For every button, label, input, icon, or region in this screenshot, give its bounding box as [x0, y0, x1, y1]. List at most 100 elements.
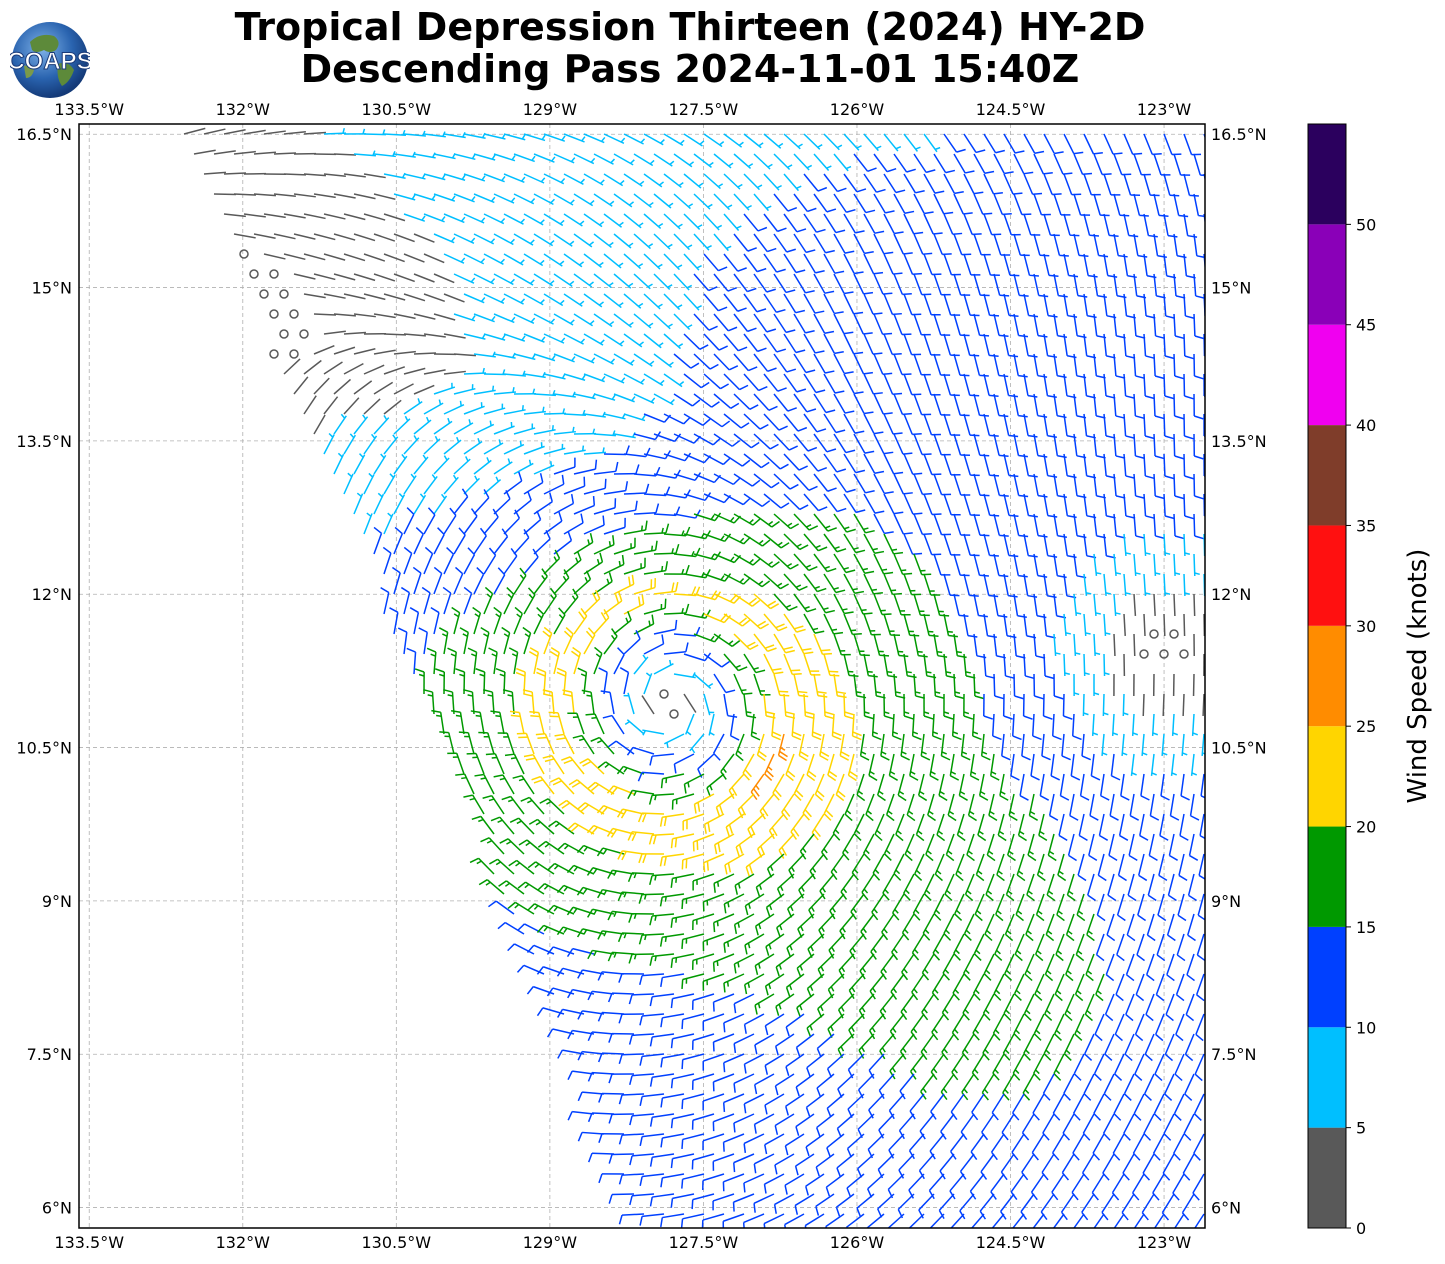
wind-barb	[639, 1053, 665, 1066]
wind-barb	[373, 313, 396, 319]
wind-barb	[628, 993, 655, 1005]
wind-barb	[1003, 653, 1015, 680]
wind-barb	[653, 659, 674, 675]
wind-barb	[773, 673, 790, 697]
wind-barb	[683, 213, 703, 231]
wind-barb	[823, 453, 847, 473]
wind-barb	[732, 1193, 755, 1212]
wind-barb	[563, 445, 586, 455]
wind-barb	[573, 393, 596, 400]
wind-barb	[1203, 453, 1205, 478]
wind-barb	[973, 153, 995, 174]
wind-barb	[543, 373, 566, 380]
wind-barb	[603, 173, 625, 187]
wind-barb	[1078, 813, 1088, 841]
wind-barb	[1079, 773, 1090, 801]
wind-barb	[543, 549, 561, 575]
wind-barb	[823, 213, 846, 234]
wind-barb	[702, 1053, 725, 1071]
wind-barb	[681, 893, 705, 910]
wind-barb	[938, 1193, 955, 1220]
wind-barb	[673, 233, 693, 251]
wind-barb	[393, 383, 414, 395]
wind-barb	[988, 793, 998, 822]
wind-barb	[753, 273, 776, 293]
wind-barb	[923, 533, 942, 556]
wind-barb	[1108, 833, 1118, 862]
wind-barb	[553, 153, 576, 164]
wind-barb	[920, 733, 931, 761]
wind-barb	[723, 493, 751, 506]
wind-barb	[722, 1133, 745, 1152]
colorbar-tick-label: 10	[1356, 1018, 1376, 1037]
wind-barb	[303, 173, 326, 177]
wind-barb	[1013, 393, 1028, 418]
wind-barb	[373, 492, 385, 515]
wind-barb	[1169, 629, 1179, 639]
wind-barb	[587, 781, 615, 795]
wind-barb	[403, 333, 426, 337]
wind-barb	[931, 973, 945, 1001]
y-tick-label-left: 9°N	[42, 892, 72, 911]
wind-barb	[823, 253, 845, 274]
wind-barb	[433, 313, 456, 321]
wind-barb	[598, 1092, 625, 1103]
wind-barb	[733, 1033, 755, 1054]
wind-barb	[1183, 133, 1202, 156]
wind-barb	[1143, 173, 1160, 197]
wind-barb	[893, 633, 909, 658]
wind-barb	[843, 373, 864, 395]
wind-barb	[993, 553, 1009, 578]
wind-barb	[533, 568, 548, 595]
wind-barb	[403, 435, 420, 455]
wind-barb	[1135, 973, 1145, 1002]
wind-barb	[1081, 1193, 1095, 1221]
wind-barb	[633, 273, 653, 290]
colorbar-tick-label: 0	[1356, 1219, 1366, 1238]
wind-barb	[463, 437, 483, 455]
wind-barb	[593, 609, 610, 635]
wind-barb	[660, 1173, 685, 1188]
wind-barb	[533, 193, 555, 206]
wind-barb	[901, 953, 915, 981]
wind-barb	[1113, 393, 1126, 419]
wind-barb	[734, 873, 755, 895]
wind-barb	[663, 293, 683, 311]
wind-barb	[793, 153, 813, 171]
wind-barb	[1162, 1153, 1175, 1181]
wind-barb	[507, 943, 535, 955]
wind-barb	[953, 433, 970, 456]
wind-barb	[823, 573, 846, 594]
wind-barb	[1043, 173, 1062, 196]
wind-barb	[1084, 1033, 1095, 1062]
wind-barb	[737, 793, 755, 819]
wind-barb	[1153, 313, 1165, 340]
wind-barb	[692, 913, 715, 931]
wind-barb	[1121, 1193, 1135, 1221]
wind-barb	[713, 473, 741, 486]
wind-barb	[703, 133, 725, 148]
wind-barb	[1059, 773, 1070, 801]
wind-barb	[1003, 533, 1019, 558]
wind-barb	[808, 893, 825, 919]
wind-barb	[659, 853, 685, 867]
wind-barb	[893, 433, 913, 455]
wind-barb	[763, 293, 786, 313]
wind-barb	[682, 813, 705, 831]
wind-barb	[383, 399, 402, 415]
wind-barb	[608, 1153, 635, 1164]
wind-barb	[426, 647, 437, 675]
wind-barb	[713, 913, 735, 933]
wind-barb	[249, 269, 259, 279]
wind-barb	[893, 513, 913, 535]
wind-barb	[900, 993, 915, 1020]
wind-barb	[618, 1093, 645, 1105]
wind-barb	[725, 813, 745, 837]
wind-barb	[613, 574, 635, 595]
wind-barb	[1082, 1113, 1095, 1141]
wind-barb	[563, 409, 587, 416]
wind-barb	[660, 1013, 685, 1028]
wind-barb	[423, 507, 436, 535]
wind-barb	[969, 753, 980, 781]
wind-barb	[573, 459, 598, 475]
